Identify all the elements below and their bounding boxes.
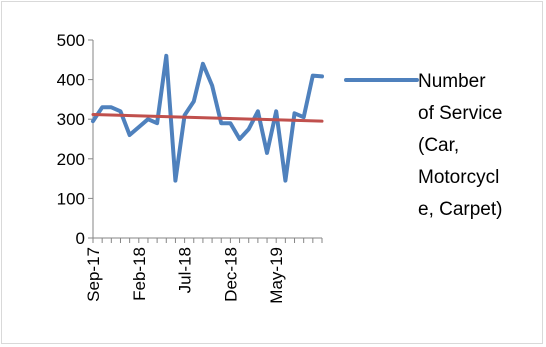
x-axis: Sep-17 Feb-18 Jul-18 Dec-18 May-19 <box>84 237 323 304</box>
legend-label: e, Carpet) <box>418 199 502 220</box>
y-tick-label: 400 <box>57 71 85 90</box>
legend-label: of Service <box>418 103 502 124</box>
y-axis: 0 100 200 300 400 500 <box>57 31 94 248</box>
legend-label: (Car, <box>418 135 459 156</box>
series-line <box>91 53 324 183</box>
y-tick-label: 200 <box>57 150 85 169</box>
plot-area <box>91 53 324 183</box>
y-tick-label: 100 <box>57 189 85 208</box>
x-tick-label: Jul-18 <box>176 247 195 293</box>
x-tick-label: May-19 <box>267 247 286 304</box>
y-tick-label: 300 <box>57 110 85 129</box>
legend: Number of Service (Car, Motorcycl e, Carpet) <box>344 71 502 220</box>
legend-label: Motorcycl <box>418 167 499 188</box>
y-tick-label: 0 <box>76 229 85 248</box>
y-tick-label: 500 <box>57 31 85 50</box>
x-tick-label: Sep-17 <box>84 247 103 302</box>
trendline <box>91 112 324 123</box>
x-tick-label: Feb-18 <box>130 247 149 301</box>
legend-label: Number <box>418 71 486 92</box>
x-tick-label: Dec-18 <box>221 247 240 302</box>
